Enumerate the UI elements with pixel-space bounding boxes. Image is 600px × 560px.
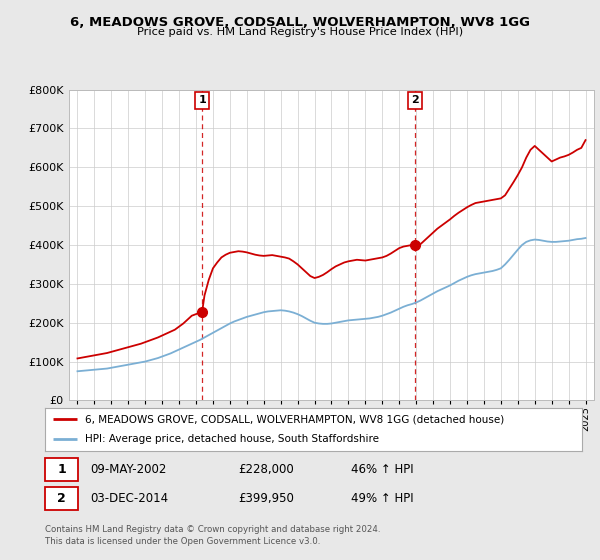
FancyBboxPatch shape (45, 487, 78, 511)
Text: £228,000: £228,000 (238, 463, 294, 477)
Text: 46% ↑ HPI: 46% ↑ HPI (351, 463, 414, 477)
Text: 6, MEADOWS GROVE, CODSALL, WOLVERHAMPTON, WV8 1GG: 6, MEADOWS GROVE, CODSALL, WOLVERHAMPTON… (70, 16, 530, 29)
Text: 49% ↑ HPI: 49% ↑ HPI (351, 492, 414, 506)
Text: £399,950: £399,950 (238, 492, 294, 506)
Text: 09-MAY-2002: 09-MAY-2002 (91, 463, 167, 477)
Text: 1: 1 (198, 95, 206, 105)
Text: 6, MEADOWS GROVE, CODSALL, WOLVERHAMPTON, WV8 1GG (detached house): 6, MEADOWS GROVE, CODSALL, WOLVERHAMPTON… (85, 414, 505, 424)
FancyBboxPatch shape (45, 458, 78, 481)
Text: Contains HM Land Registry data © Crown copyright and database right 2024.
This d: Contains HM Land Registry data © Crown c… (45, 525, 380, 545)
Text: 2: 2 (57, 492, 66, 506)
Text: Price paid vs. HM Land Registry's House Price Index (HPI): Price paid vs. HM Land Registry's House … (137, 27, 463, 37)
Text: 03-DEC-2014: 03-DEC-2014 (91, 492, 169, 506)
Text: HPI: Average price, detached house, South Staffordshire: HPI: Average price, detached house, Sout… (85, 434, 379, 444)
Text: 2: 2 (411, 95, 419, 105)
Text: 1: 1 (57, 463, 66, 477)
